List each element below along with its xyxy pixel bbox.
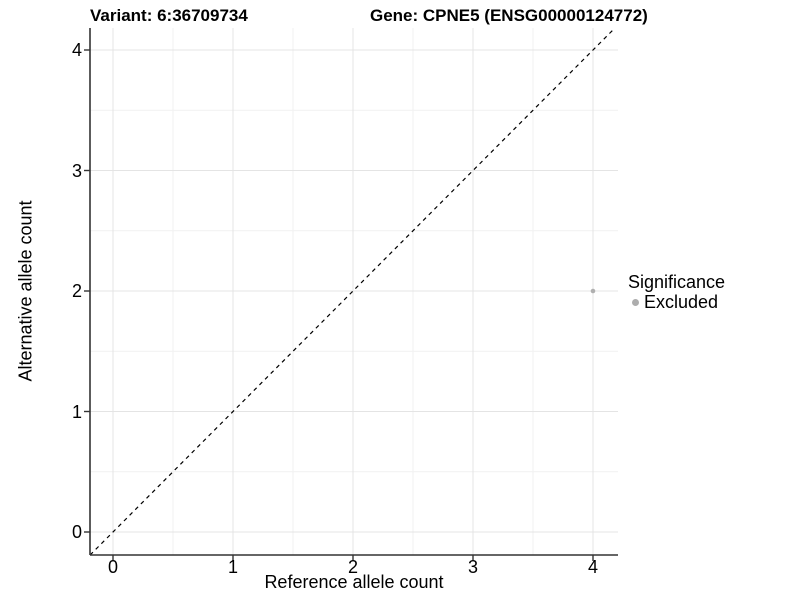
legend-entry: Excluded bbox=[628, 292, 725, 312]
y-tick-label: 4 bbox=[71, 40, 82, 60]
plot-title-gene: Gene: CPNE5 (ENSG00000124772) bbox=[370, 6, 648, 25]
y-tick-label: 1 bbox=[71, 401, 82, 422]
plot-title-variant: Variant: 6:36709734 bbox=[90, 6, 248, 25]
identity-reference-line bbox=[89, 27, 616, 556]
legend-title: Significance bbox=[628, 272, 726, 292]
y-tick-label: 3 bbox=[71, 160, 82, 181]
y-axis-title: Alternative allele count bbox=[15, 200, 36, 382]
x-tick-label: 0 bbox=[107, 557, 119, 577]
y-tick-label: 0 bbox=[71, 522, 82, 542]
x-axis-title: Reference allele count bbox=[264, 572, 444, 592]
y-tick-label: 2 bbox=[71, 281, 82, 301]
legend-key-dot-icon bbox=[632, 298, 639, 306]
x-tick-label: 2 bbox=[347, 557, 359, 577]
legend: Significance Excluded bbox=[628, 272, 725, 312]
x-tick-label: 3 bbox=[467, 557, 479, 577]
data-point bbox=[590, 288, 596, 294]
legend-entry-label: Excluded bbox=[644, 292, 719, 312]
x-tick-label: 4 bbox=[587, 557, 599, 577]
x-tick-label: 1 bbox=[227, 557, 239, 577]
